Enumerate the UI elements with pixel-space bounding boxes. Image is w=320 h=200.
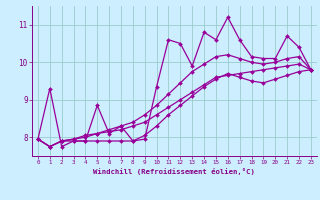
X-axis label: Windchill (Refroidissement éolien,°C): Windchill (Refroidissement éolien,°C) <box>93 168 255 175</box>
